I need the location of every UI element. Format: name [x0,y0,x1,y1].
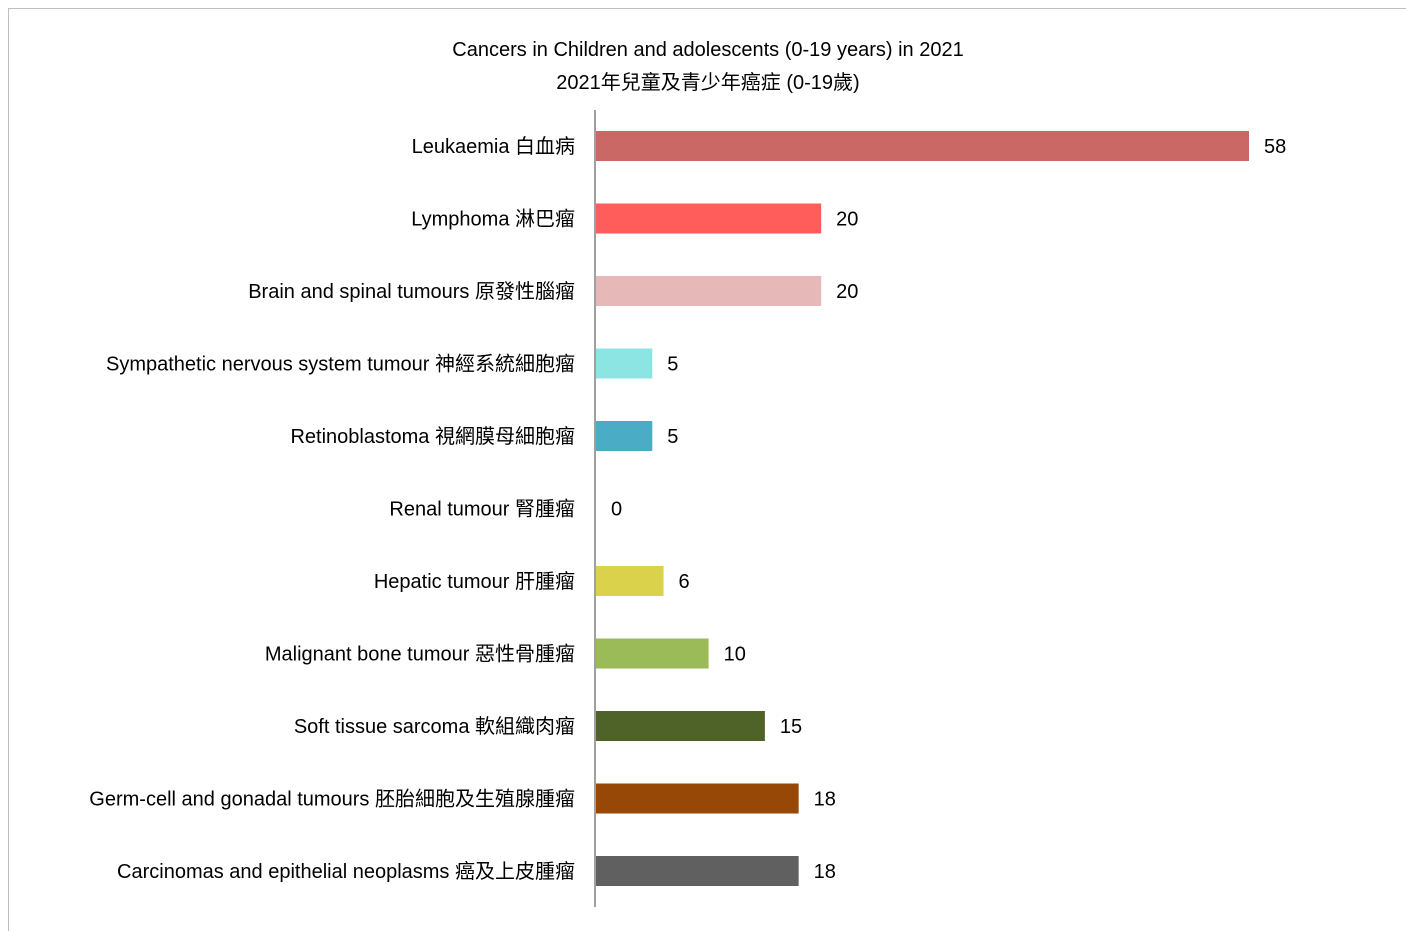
category-label: Germ-cell and gonadal tumours 胚胎細胞及生殖腺腫瘤 [89,788,575,811]
data-label: 5 [667,426,678,448]
bar [596,203,822,234]
bar [596,856,799,886]
data-label: 15 [780,716,802,738]
category-label: Renal tumour 腎腫瘤 [389,498,575,521]
bar [596,348,653,379]
category-label: Carcinomas and epithelial neoplasms 癌及上皮… [117,860,575,883]
data-label: 20 [836,281,858,303]
bar [596,783,799,814]
category-label: Soft tissue sarcoma 軟組織肉瘤 [294,715,575,738]
bar [596,566,664,596]
data-label: 18 [814,861,836,883]
bar [596,711,765,741]
chart-frame [8,8,1406,931]
bar [596,131,1249,161]
bar [596,276,822,306]
data-label: 10 [724,644,746,666]
bar [596,421,653,451]
data-label: 58 [1264,136,1286,158]
data-label: 0 [611,499,622,521]
bars-group: Leukaemia 白血病 58 Lymphoma 淋巴瘤 20 Brain and s… [89,131,1286,886]
data-label: 20 [836,209,858,231]
chart-title: Cancers in Children and adolescents (0-1… [452,39,963,61]
category-label: Hepatic tumour 肝腫瘤 [374,570,575,593]
category-label: Brain and spinal tumours 原發性腦瘤 [248,280,575,303]
category-label: Leukaemia 白血病 [412,135,575,158]
category-label: Retinoblastoma 視網膜母細胞瘤 [290,425,575,448]
chart-subtitle: 2021年兒童及青少年癌症 (0-19歲) [556,71,859,94]
data-label: 5 [667,354,678,376]
category-label: Malignant bone tumour 惡性骨腫瘤 [265,643,575,666]
category-label: Lymphoma 淋巴瘤 [411,208,575,231]
category-label: Sympathetic nervous system tumour 神經系統細胞… [106,353,575,376]
data-label: 18 [814,789,836,811]
bar [596,638,709,669]
data-label: 6 [679,571,690,593]
